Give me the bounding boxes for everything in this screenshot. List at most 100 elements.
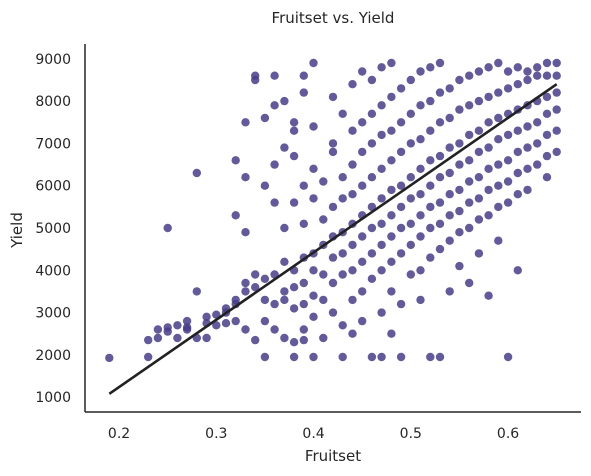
data-point [435,198,445,207]
data-point [533,160,542,169]
data-point [280,287,289,296]
data-point [426,223,435,233]
data-point [465,177,474,186]
data-point [445,143,454,152]
data-point [319,270,328,279]
data-point [309,58,318,68]
data-point [309,352,318,362]
x-tick-label: 0.4 [302,426,324,442]
data-point [426,126,435,135]
data-point [552,105,561,114]
data-point [202,312,211,321]
data-point [523,164,532,173]
y-tick-label: 5000 [35,221,71,237]
data-point [445,211,454,220]
data-point [328,139,338,148]
data-point [309,122,318,131]
data-point [494,58,503,68]
data-point [523,122,532,131]
data-point [367,173,377,182]
data-point [338,249,347,258]
data-point [474,173,484,182]
data-point [503,198,513,207]
data-point [319,215,328,224]
data-point [455,160,464,169]
data-point [270,198,279,207]
data-point [396,84,406,93]
y-tick-label: 7000 [35,136,71,152]
data-point [241,278,250,288]
x-tick-label: 0.5 [400,426,422,442]
data-point [338,173,347,182]
data-point [494,181,503,190]
data-point [542,173,552,182]
data-point [377,164,386,173]
data-point [552,147,561,157]
data-point [270,71,279,80]
data-point [231,316,240,326]
data-point [387,92,396,102]
data-point [552,58,561,68]
data-point [503,156,513,165]
data-point [358,181,367,190]
data-point [416,266,425,275]
data-point [426,253,435,262]
data-point [416,135,425,144]
data-point [387,126,396,135]
data-point [513,126,522,135]
data-point [406,240,415,250]
data-point [523,75,532,85]
data-point [406,139,415,148]
data-point [465,130,474,140]
data-point [387,329,396,338]
data-point [484,291,493,300]
data-point [484,118,493,127]
data-point [173,321,182,330]
data-point [260,352,270,362]
data-point [367,75,377,85]
data-point [299,299,308,309]
data-point [348,295,357,305]
y-tick-label: 1000 [35,390,71,406]
data-point [192,287,201,296]
data-point [474,96,484,106]
data-point [484,92,493,102]
data-point [435,151,445,161]
data-point [416,67,425,76]
data-point [319,333,328,343]
data-point [426,156,435,165]
data-point [445,190,454,199]
data-point [241,287,250,296]
data-point [533,71,542,80]
data-point [367,223,377,233]
data-point [280,223,289,233]
data-point [367,249,377,258]
data-point [182,316,192,326]
data-point [426,96,435,106]
data-point [484,63,493,72]
data-point [455,228,464,237]
regression-line-layer [108,83,558,395]
data-point [445,113,454,123]
data-point [474,147,484,157]
data-point [241,228,250,237]
data-point [435,244,445,254]
data-point [542,151,552,161]
data-point [396,352,406,362]
data-point [358,147,367,157]
data-point [280,257,289,266]
data-point [231,156,240,165]
data-point [289,126,299,135]
data-point [367,139,377,148]
data-point [377,308,386,317]
data-point [251,270,260,279]
data-point [396,147,406,157]
data-point [387,156,396,165]
y-tick-label: 2000 [35,348,71,364]
data-point [435,219,445,228]
data-point [348,160,357,169]
data-point [270,299,279,309]
data-point [533,118,542,127]
data-point [299,219,308,228]
data-point [338,352,347,362]
